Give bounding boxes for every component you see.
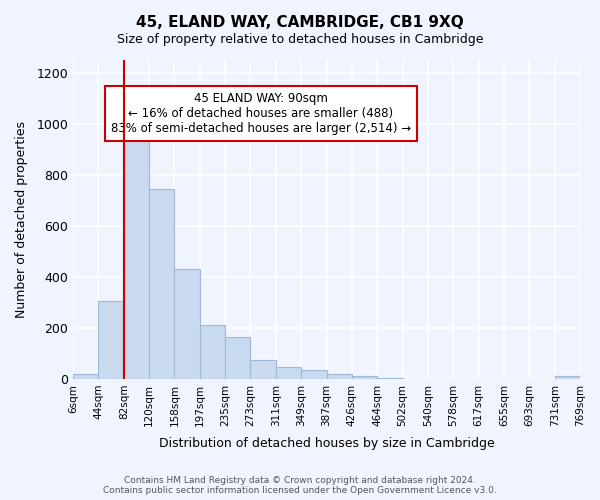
Bar — [200, 325, 225, 379]
Text: 45, ELAND WAY, CAMBRIDGE, CB1 9XQ: 45, ELAND WAY, CAMBRIDGE, CB1 9XQ — [136, 15, 464, 30]
Bar — [73, 374, 98, 379]
X-axis label: Distribution of detached houses by size in Cambridge: Distribution of detached houses by size … — [158, 437, 494, 450]
Text: 45 ELAND WAY: 90sqm
← 16% of detached houses are smaller (488)
83% of semi-detac: 45 ELAND WAY: 90sqm ← 16% of detached ho… — [110, 92, 410, 135]
Bar — [352, 376, 377, 379]
Bar — [377, 378, 403, 379]
Bar — [98, 301, 124, 379]
Bar — [124, 132, 149, 379]
Bar — [149, 189, 175, 379]
Bar — [554, 376, 580, 379]
Bar — [301, 370, 326, 379]
Bar — [250, 360, 276, 379]
Y-axis label: Number of detached properties: Number of detached properties — [15, 121, 28, 318]
Text: Contains HM Land Registry data © Crown copyright and database right 2024.
Contai: Contains HM Land Registry data © Crown c… — [103, 476, 497, 495]
Bar — [326, 374, 352, 379]
Bar — [276, 366, 301, 379]
Text: Size of property relative to detached houses in Cambridge: Size of property relative to detached ho… — [117, 32, 483, 46]
Bar — [225, 337, 250, 379]
Bar — [175, 269, 200, 379]
